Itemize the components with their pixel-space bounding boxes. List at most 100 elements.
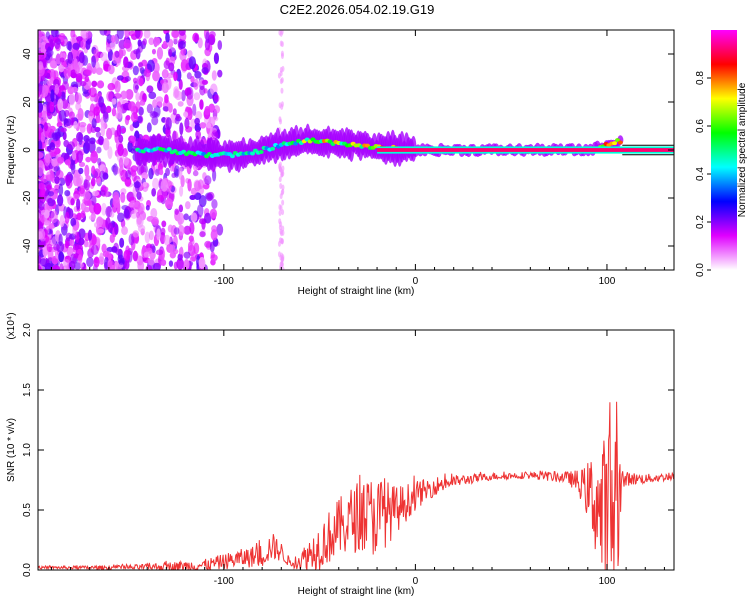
spectrogram-noise-cell: [78, 228, 86, 239]
spectrogram-noise-cell: [106, 91, 113, 102]
spectrogram-noise-cell: [63, 66, 72, 80]
spectrogram-noise-cell: [60, 127, 67, 133]
spectrogram-noise-cell: [88, 215, 96, 221]
spectrogram-noise-cell: [178, 30, 186, 36]
spectrogram-noise-cell: [107, 48, 114, 62]
spectrogram-ridge-cell: [258, 149, 264, 154]
spectrogram-noise-cell: [75, 92, 82, 105]
spectrogram-noise-cell: [58, 251, 65, 263]
spectrogram-noise-cell: [148, 91, 157, 100]
spectrogram-noise-cell: [175, 113, 181, 120]
spectrogram-noise-cell: [193, 78, 199, 91]
spectrogram-noise-cell: [99, 252, 104, 263]
spectrogram-noise-cell: [90, 150, 99, 164]
spectrogram-noise-cell: [71, 86, 79, 93]
spectrogram-noise-cell: [112, 195, 120, 208]
spectrogram-noise-cell: [147, 59, 155, 73]
spectrogram-noise-cell: [211, 198, 218, 209]
spectrogram-noise-cell: [121, 226, 128, 236]
spectrogram-noise-cell: [165, 117, 172, 131]
spectrogram-noise-cell: [111, 98, 117, 105]
spectrogram-noise-cell: [190, 250, 197, 262]
snr-series-line: [38, 401, 674, 570]
spectrogram-noise-cell: [109, 211, 115, 218]
spectrogram-noise-cell: [213, 105, 221, 114]
spectrogram-noise-cell: [151, 48, 156, 55]
spectrogram-noise-cell: [89, 87, 97, 98]
spectrogram-noise-cell: [188, 56, 197, 70]
spectrogram-noise-cell: [76, 198, 81, 210]
spectrogram-noise-cell: [42, 246, 48, 257]
spectrogram-noise-cell: [98, 96, 104, 108]
y-tick-label: -20: [22, 190, 33, 205]
spectrogram-noise-cell: [76, 150, 84, 163]
spectrogram-noise-cell: [183, 111, 189, 118]
spectrogram-noise-cell: [149, 110, 158, 119]
spectrogram-noise-cell: [280, 87, 284, 94]
spectrogram-noise-cell: [38, 151, 44, 159]
spectrogram-noise-cell: [123, 249, 131, 261]
spectrogram-noise-cell: [65, 240, 70, 249]
x-tick-label: 0: [413, 576, 419, 587]
spectrogram-noise-cell: [76, 212, 82, 221]
spectrogram-noise-cell: [208, 31, 216, 38]
spectrogram-noise-cell: [186, 72, 192, 80]
spectrogram-noise-cell: [96, 146, 102, 154]
spectrogram-noise-cell: [76, 36, 83, 42]
x-tick-label: -100: [214, 576, 234, 587]
spectrogram-noise-cell: [201, 79, 208, 85]
spectrogram-noise-cell: [103, 111, 109, 123]
spectrogram-noise-cell: [41, 110, 47, 120]
spectrogram-noise-cell: [118, 258, 125, 265]
spectrogram-noise-cell: [209, 241, 215, 253]
spectrogram-noise-cell: [199, 231, 206, 238]
spectrogram-noise-cell: [123, 39, 132, 49]
spectrogram-noise-cell: [55, 30, 60, 38]
spectrogram-noise-cell: [125, 169, 132, 180]
y-tick-label: 2.0: [22, 323, 33, 337]
spectrogram-noise-cell: [128, 30, 136, 37]
spectrogram-noise-cell: [212, 116, 219, 122]
spectrogram-noise-cell: [46, 79, 53, 86]
spectrogram-noise-cell: [192, 32, 200, 43]
spectrogram-noise-cell: [84, 75, 90, 83]
spectrogram-noise-cell: [160, 259, 167, 266]
spectrogram-noise-cell: [188, 235, 194, 242]
spectrogram-noise-cell: [168, 260, 174, 267]
spectrogram-noise-cell: [148, 230, 154, 241]
spectrogram-noise-cell: [204, 175, 212, 186]
spectrogram-noise-cell: [278, 166, 282, 173]
spectrogram-noise-cell: [40, 174, 49, 183]
y-tick-label: 1.5: [22, 383, 33, 397]
spectrogram-noise-cell: [57, 156, 65, 164]
spectrogram-noise-cell: [148, 167, 154, 180]
spectrogram-noise-cell: [279, 221, 283, 228]
spectrogram-noise-cell: [194, 122, 202, 133]
spectrogram-noise-cell: [146, 122, 152, 133]
spectrogram-noise-cell: [145, 204, 150, 211]
spectrogram-noise-cell: [38, 130, 42, 142]
spectrogram-noise-cell: [193, 192, 202, 200]
spectrogram-noise-cell: [178, 40, 186, 49]
spectrogram-band-core: [377, 148, 674, 152]
spectrogram-noise-cell: [178, 78, 183, 90]
spectrogram-noise-cell: [82, 91, 90, 97]
spectrogram-noise-cell: [154, 168, 161, 176]
spectrogram-noise-cell: [74, 231, 80, 244]
spectrogram-noise-cell: [279, 118, 283, 125]
spectrogram-noise-cell: [155, 96, 164, 104]
y-tick-label: 0.0: [22, 563, 33, 577]
spectrogram-noise-cell: [181, 89, 186, 102]
spectrogram-ridge-cell: [617, 140, 623, 145]
spectrogram-noise-cell: [50, 210, 58, 224]
spectrogram-panel: -100 0 100 -40 -20 0 20 40 Height of straight …: [6, 29, 675, 297]
spectrogram-noise-cell: [55, 53, 62, 65]
spectrogram-noise-cell: [51, 132, 58, 140]
spectrogram-noise-cell: [280, 261, 284, 268]
spectrogram-noise-cell: [107, 64, 115, 75]
colorbar-tick-label: 0.4: [695, 167, 706, 181]
spectrogram-noise-cell: [124, 176, 132, 187]
spectrogram-noise-cell: [184, 201, 191, 210]
spectrogram-noise-cell: [83, 191, 91, 201]
spectrogram-noise-cell: [277, 251, 281, 258]
